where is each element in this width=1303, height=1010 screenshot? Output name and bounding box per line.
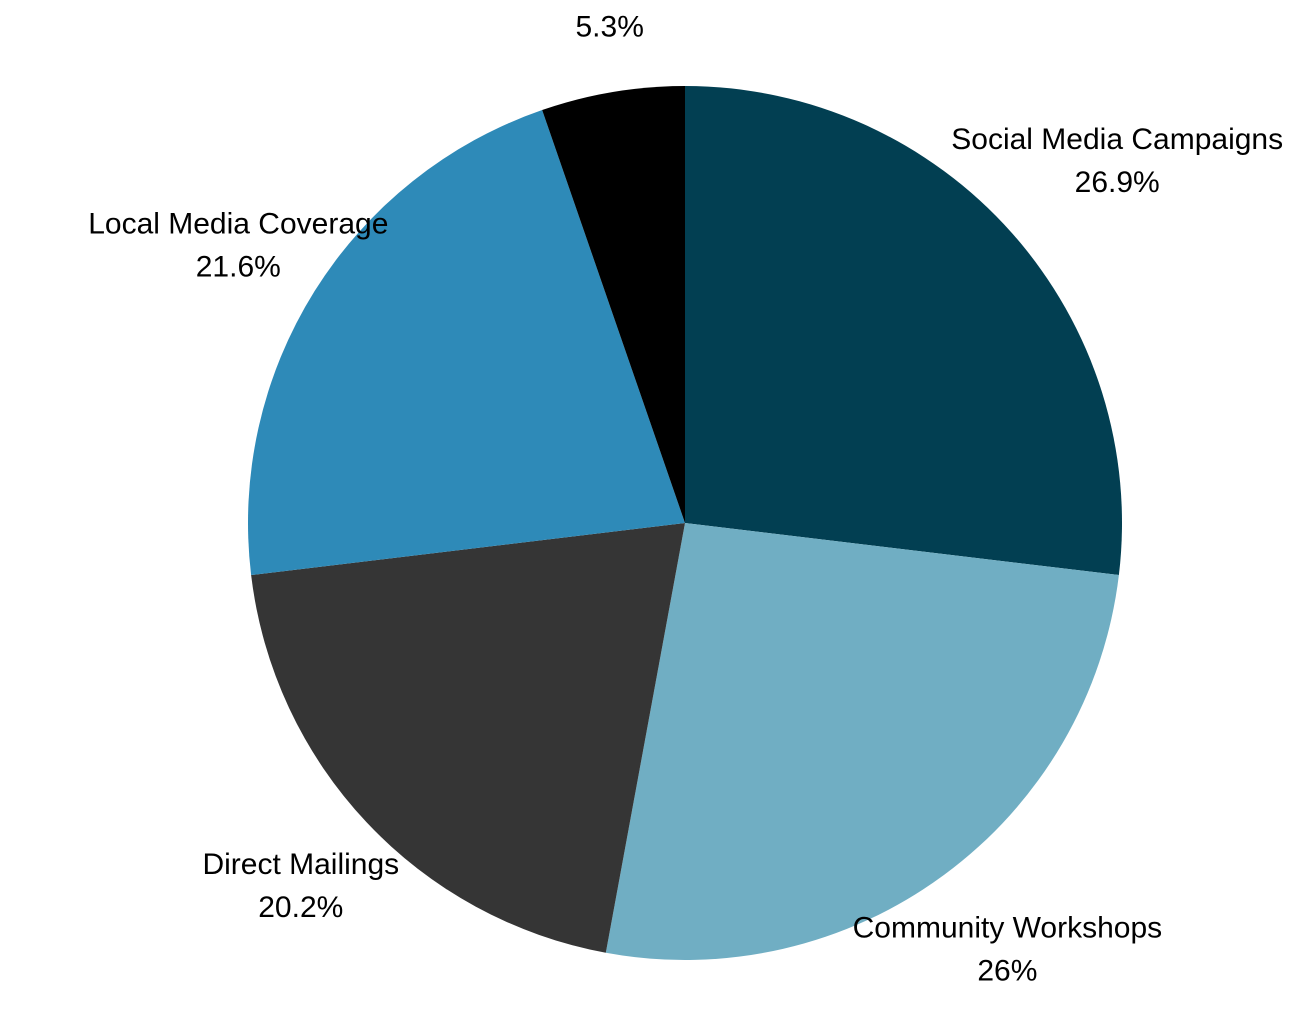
pie-slice-social-media-campaigns <box>685 86 1122 575</box>
slice-percent-local-media-coverage: 21.6% <box>196 250 281 283</box>
slice-label-community-workshops: Community Workshops 26% <box>853 911 1163 987</box>
slice-percent-direct-mailings: 20.2% <box>258 891 343 924</box>
slice-percent-community-workshops: 26% <box>977 954 1037 987</box>
slice-label-social-media-campaigns: Social Media Campaigns 26.9% <box>951 123 1283 199</box>
slice-percent-social-media-campaigns: 26.9% <box>1075 166 1160 199</box>
slice-name-community-workshops: Community Workshops <box>853 911 1163 944</box>
slice-name-local-media-coverage: Local Media Coverage <box>88 207 388 240</box>
slice-name-social-media-campaigns: Social Media Campaigns <box>951 123 1283 156</box>
slice-name-direct-mailings: Direct Mailings <box>202 848 399 881</box>
slice-percent-other: 5.3% <box>576 10 644 43</box>
pie-slice-community-workshops <box>606 523 1119 960</box>
slice-label-other: Other5.3% <box>572 0 647 43</box>
slice-label-direct-mailings: Direct Mailings 20.2% <box>202 848 399 924</box>
